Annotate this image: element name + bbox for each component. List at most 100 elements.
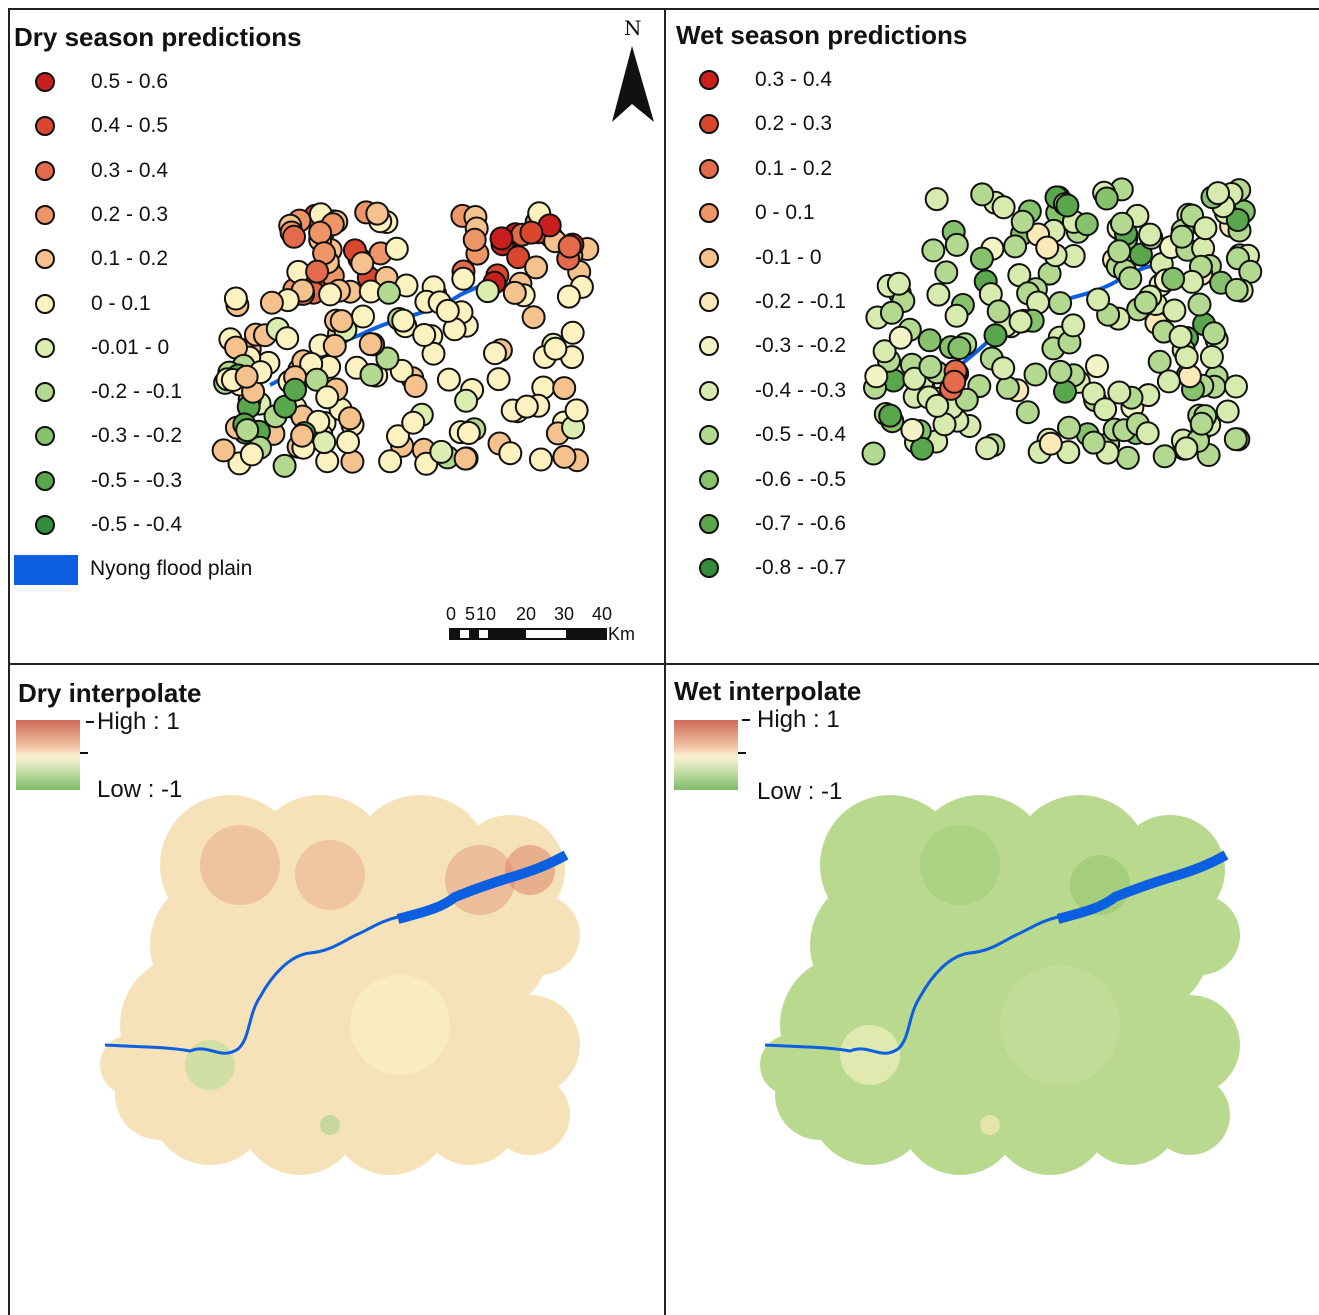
dry-legend-label: 0 - 0.1	[91, 291, 151, 315]
prediction-point	[975, 436, 1000, 461]
prediction-point	[318, 282, 343, 307]
prediction-point	[451, 266, 476, 291]
scale-tick-0: 0	[446, 604, 457, 624]
prediction-point	[934, 260, 959, 285]
wet-legend-symbol	[699, 203, 719, 224]
prediction-point	[401, 410, 426, 435]
prediction-point	[864, 364, 889, 389]
prediction-point	[888, 325, 913, 350]
prediction-point	[1224, 277, 1249, 302]
prediction-point	[543, 336, 568, 361]
wet-legend-item: -0.6 - -0.5	[674, 465, 846, 495]
wet-legend-item: -0.3 - -0.2	[674, 331, 846, 361]
prediction-point	[524, 255, 549, 280]
wet-interpolated-surface	[760, 795, 1240, 1175]
prediction-point	[290, 423, 315, 448]
dry-interpolate-color-ramp	[16, 720, 80, 790]
dry-legend-label: 0.3 - 0.4	[91, 158, 169, 182]
dry-legend-label: 0.2 - 0.3	[91, 202, 169, 226]
prediction-point	[315, 385, 340, 410]
prediction-point	[926, 282, 951, 307]
wet-ramp-tick-mid	[738, 752, 746, 754]
prediction-point	[1215, 399, 1240, 424]
wet-legend-item: 0 - 0.1	[674, 198, 815, 228]
dry-predictions-title: Dry season predictions	[14, 22, 302, 52]
prediction-point	[1133, 290, 1158, 315]
dry-legend-item: -0.2 - -0.1	[10, 377, 182, 407]
prediction-point	[483, 341, 507, 366]
flood-plain-wide-section	[396, 850, 569, 924]
dry-legend-label: 0.1 - 0.2	[91, 247, 169, 271]
prediction-point	[1161, 266, 1186, 291]
dry-legend-item: 0.4 - 0.5	[10, 111, 168, 141]
prediction-point	[350, 251, 375, 276]
wet-legend-symbol	[699, 114, 719, 135]
prediction-point	[312, 430, 337, 455]
dry-ramp-low-label: Low : -1	[97, 776, 183, 803]
dry-legend-label: -0.3 - -0.2	[91, 424, 183, 448]
prediction-point	[1168, 324, 1193, 349]
prediction-point	[283, 377, 307, 402]
wet-interpolate-color-ramp	[674, 720, 738, 790]
dry-legend-label: -0.2 - -0.1	[91, 380, 183, 404]
prediction-point	[925, 393, 950, 418]
scale-tick-5: 5	[465, 604, 476, 624]
prediction-point	[1147, 349, 1172, 374]
prediction-point	[1135, 421, 1160, 446]
prediction-point	[391, 308, 416, 333]
prediction-point	[1074, 212, 1099, 237]
dry-legend-label: 0.4 - 0.5	[91, 114, 169, 138]
prediction-point	[358, 332, 383, 357]
dry-legend-item: 0.2 - 0.3	[10, 200, 168, 230]
wet-interpolate-title: Wet interpolate	[674, 676, 862, 706]
panel-divider-vertical	[664, 8, 666, 1315]
dry-legend-label: 0.5 - 0.6	[91, 70, 169, 93]
prediction-point	[1023, 362, 1048, 387]
wet-legend-item: 0.3 - 0.4	[674, 65, 832, 95]
prediction-point	[486, 367, 511, 392]
wet-legend-item: -0.2 - -0.1	[674, 287, 846, 317]
prediction-point	[528, 447, 553, 472]
prediction-point	[1224, 374, 1248, 399]
prediction-point	[1008, 309, 1033, 334]
prediction-point	[1094, 186, 1119, 211]
prediction-point	[275, 326, 300, 351]
prediction-point	[1225, 208, 1250, 232]
prediction-point	[970, 182, 995, 207]
prediction-point	[506, 245, 531, 270]
dry-legend-symbol	[35, 116, 55, 137]
wet-legend-symbol	[699, 292, 719, 312]
wet-legend-item: -0.7 - -0.6	[674, 509, 846, 539]
north-arrow-shape	[612, 46, 654, 122]
prediction-point	[872, 339, 897, 364]
scale-unit: Km	[608, 624, 635, 644]
prediction-point	[435, 298, 460, 323]
dry-legend-item: -0.5 - -0.3	[10, 466, 182, 496]
prediction-point	[384, 236, 409, 261]
dry-legend-label: -0.5 - -0.4	[91, 513, 183, 536]
prediction-point	[429, 439, 454, 464]
prediction-point	[917, 328, 942, 353]
prediction-point	[1187, 292, 1212, 317]
dry-legend-symbol	[35, 426, 55, 447]
surface-variation	[185, 1040, 235, 1090]
dry-ramp-high-label: High : 1	[97, 708, 180, 735]
prediction-point	[514, 394, 539, 419]
prediction-point	[886, 271, 911, 296]
prediction-point	[436, 367, 461, 392]
prediction-point	[456, 421, 481, 445]
prediction-point	[552, 444, 577, 469]
scale-tick-20: 20	[516, 604, 537, 624]
prediction-point	[1118, 266, 1143, 291]
prediction-point	[1110, 211, 1134, 236]
prediction-point	[1085, 354, 1109, 379]
interpolated-blobs	[760, 795, 1240, 1175]
scale-tick-10: 10	[476, 604, 497, 624]
wet-legend-item: -0.5 - -0.4	[674, 420, 846, 450]
prediction-point	[991, 195, 1016, 220]
prediction-point	[1162, 298, 1187, 323]
prediction-point	[1174, 345, 1199, 370]
surface-variation	[295, 840, 365, 910]
prediction-point	[521, 305, 546, 330]
dry-legend-item: 0.5 - 0.6	[10, 67, 168, 97]
